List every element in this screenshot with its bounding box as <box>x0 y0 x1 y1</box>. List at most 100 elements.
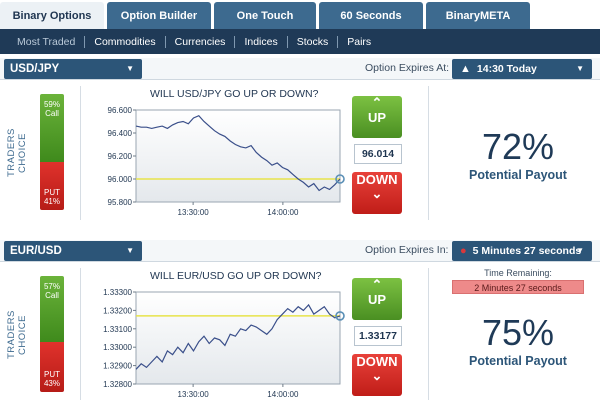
asset-select[interactable]: EUR/USD ▼ <box>4 241 142 261</box>
chevron-down-icon: ▼ <box>126 64 134 73</box>
put-percent: 43% <box>43 379 60 388</box>
divider <box>428 86 429 220</box>
chevron-down-icon: ▼ <box>576 64 584 73</box>
asset-select-value: EUR/USD <box>10 245 62 257</box>
call-label: Call <box>45 291 59 300</box>
up-button-label: UP <box>367 292 387 307</box>
current-price-marker <box>335 311 345 321</box>
down-button[interactable]: DOWN ⌄ <box>352 172 402 214</box>
expiry-select-value: 14:30 Today <box>476 63 537 75</box>
expires-label: Option Expires In: <box>365 244 449 256</box>
x-tick-label: 14:00:00 <box>267 390 299 399</box>
down-button[interactable]: DOWN ⌄ <box>352 354 402 396</box>
put-label: PUT <box>44 188 60 197</box>
up-button[interactable]: ⌃ UP <box>352 278 402 320</box>
chart-question: WILL USD/JPY GO UP OR DOWN? <box>150 88 319 100</box>
bell-icon: ▲ <box>460 63 471 75</box>
x-tick-label: 14:00:00 <box>267 208 299 217</box>
payout-label: Potential Payout <box>469 354 567 368</box>
panel-header: EUR/USD ▼ Option Expires In: ● 5 Minutes… <box>0 240 600 262</box>
price-series-line <box>135 114 341 192</box>
subnav-divider <box>84 35 86 48</box>
time-remaining-bar: 2 Minutes 27 seconds <box>452 280 584 294</box>
timer-icon: ● <box>460 245 467 257</box>
chevron-up-icon: ⌃ <box>371 95 383 110</box>
asset-select[interactable]: USD/JPY ▼ <box>4 59 142 79</box>
payout-percent: 72% <box>481 126 555 167</box>
asset-select-value: USD/JPY <box>10 63 60 75</box>
subnav-divider <box>234 35 236 48</box>
traders-choice-meter: 57% Call PUT 43% <box>40 276 64 392</box>
tab-one-touch[interactable]: One Touch <box>214 2 316 29</box>
panel-body: TRADERS CHOICE 59% Call PUT 41% WILL USD… <box>0 80 600 224</box>
price-chart: 96.600 96.400 96.200 96.000 95.800 13:30:00 14… <box>108 106 345 217</box>
call-sentiment: 59% Call <box>40 94 64 162</box>
chevron-down-icon: ⌄ <box>371 368 383 383</box>
option-panel-usdjpy: USD/JPY ▼ Option Expires At: ▲ 14:30 Tod… <box>0 58 600 224</box>
current-price-marker <box>335 174 345 184</box>
chevron-down-icon: ⌄ <box>371 186 383 201</box>
put-sentiment: PUT 41% <box>40 162 64 210</box>
time-remaining-label: Time Remaining: <box>484 268 552 278</box>
option-panel-eurusd: EUR/USD ▼ Option Expires In: ● 5 Minutes… <box>0 240 600 400</box>
put-label: PUT <box>44 370 60 379</box>
traders-choice-meter: 59% Call PUT 41% <box>40 94 64 210</box>
chevron-down-icon: ▼ <box>126 246 134 255</box>
y-tick-label: 1.33000 <box>103 343 132 352</box>
tab-binary-options[interactable]: Binary Options <box>0 2 104 29</box>
up-button-label: UP <box>367 110 387 125</box>
price-chart: 1.33300 1.33200 1.33100 1.33000 1.32900 1.328… <box>103 288 345 399</box>
call-sentiment: 57% Call <box>40 276 64 342</box>
price-series-line <box>135 303 341 370</box>
y-tick-label: 96.200 <box>108 152 133 161</box>
subnav-most-traded[interactable]: Most Traded <box>17 35 76 48</box>
plot-area <box>135 109 341 203</box>
x-tick-label: 13:30:00 <box>178 208 210 217</box>
subnav-stocks[interactable]: Stocks <box>296 35 329 48</box>
subnav-indices[interactable]: Indices <box>244 35 278 48</box>
put-percent: 41% <box>43 197 60 206</box>
current-price: 96.014 <box>354 144 402 164</box>
panel-body: TRADERS CHOICE 57% Call PUT 43% WILL EUR… <box>0 262 600 400</box>
tab-binarymeta[interactable]: BinaryMETA <box>426 2 530 29</box>
tab-60-seconds[interactable]: 60 Seconds <box>319 2 423 29</box>
subnav-divider <box>286 35 288 48</box>
traders-choice-label: TRADERS CHOICE <box>6 310 28 360</box>
subnav-pairs[interactable]: Pairs <box>347 35 372 48</box>
y-tick-label: 96.400 <box>108 129 133 138</box>
subnav-currencies[interactable]: Currencies <box>174 35 226 48</box>
call-percent: 59% <box>43 100 60 109</box>
y-tick-label: 1.33100 <box>103 325 132 334</box>
y-tick-label: 1.32800 <box>103 380 132 389</box>
expiry-select[interactable]: ● 5 Minutes 27 seconds ▼ <box>452 241 592 261</box>
call-label: Call <box>45 109 59 118</box>
panel-header: USD/JPY ▼ Option Expires At: ▲ 14:30 Tod… <box>0 58 600 80</box>
tab-option-builder[interactable]: Option Builder <box>107 2 211 29</box>
subnav-divider <box>164 35 166 48</box>
subnav-divider <box>337 35 339 48</box>
divider <box>428 268 429 400</box>
chevron-up-icon: ⌃ <box>371 277 383 292</box>
expires-label: Option Expires At: <box>365 62 450 74</box>
payout-percent: 75% <box>481 312 555 353</box>
call-percent: 57% <box>43 282 60 291</box>
put-sentiment: PUT 43% <box>40 342 64 392</box>
payout-label: Potential Payout <box>469 168 567 182</box>
product-tabs: Binary Options Option Builder One Touch … <box>0 0 600 29</box>
y-tick-label: 1.32900 <box>103 362 132 371</box>
divider <box>80 268 81 400</box>
chart-question: WILL EUR/USD GO UP OR DOWN? <box>150 270 322 282</box>
subnav-commodities[interactable]: Commodities <box>94 35 156 48</box>
expiry-select[interactable]: ▲ 14:30 Today ▼ <box>452 59 592 79</box>
y-tick-label: 96.000 <box>108 175 133 184</box>
down-button-label: DOWN <box>356 354 398 369</box>
up-button[interactable]: ⌃ UP <box>352 96 402 138</box>
y-tick-label: 1.33200 <box>103 306 132 315</box>
asset-category-nav: Most Traded Commodities Currencies Indic… <box>0 29 600 54</box>
y-tick-label: 95.800 <box>108 198 133 207</box>
current-price: 1.33177 <box>354 326 402 346</box>
traders-choice-label: TRADERS CHOICE <box>6 128 28 178</box>
y-tick-label: 1.33300 <box>103 288 132 297</box>
chevron-down-icon: ▼ <box>576 246 584 255</box>
y-tick-label: 96.600 <box>108 106 133 115</box>
